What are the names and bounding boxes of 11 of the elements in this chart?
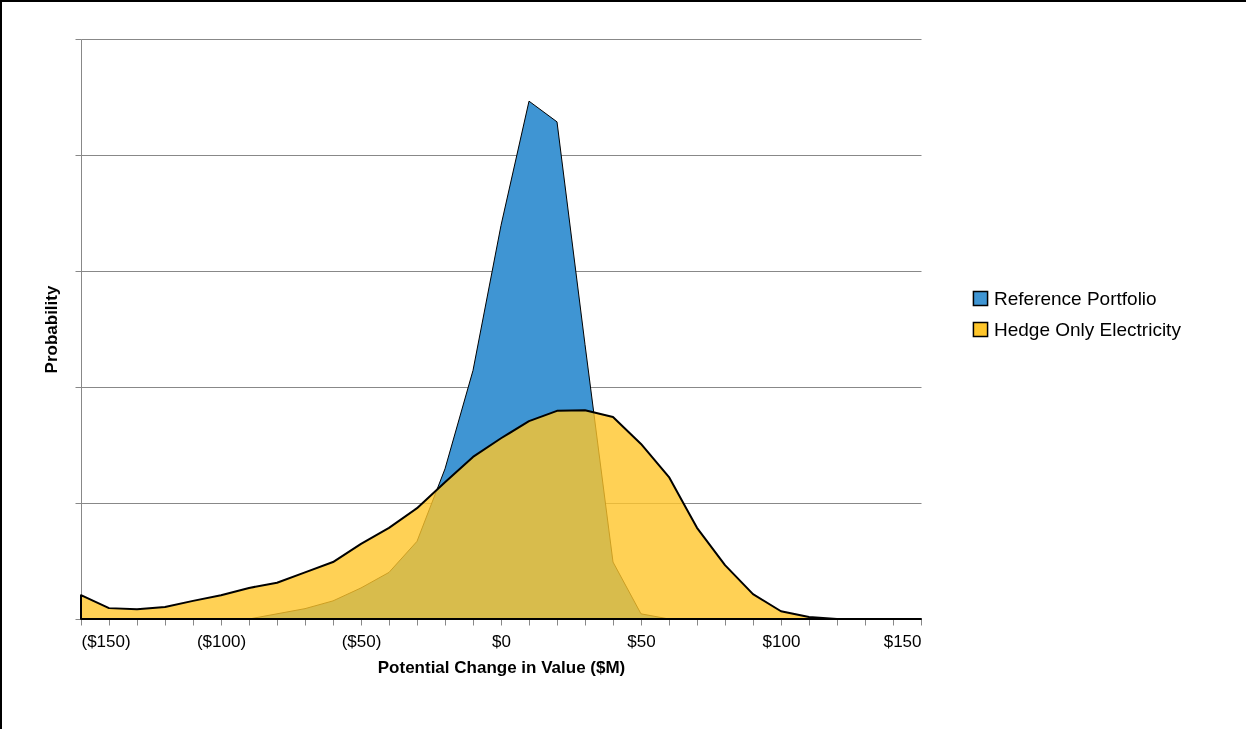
legend-label: Reference Portfolio <box>994 287 1157 309</box>
x-tick-label: $100 <box>762 631 801 651</box>
x-tick-label: $0 <box>492 631 511 651</box>
x-tick-label: ($50) <box>341 631 382 651</box>
legend-label: Hedge Only Electricity <box>994 318 1182 340</box>
x-tick-label: $50 <box>627 631 656 651</box>
x-tick-label: $150 <box>883 631 922 651</box>
y-axis-title: Probability <box>42 285 61 374</box>
x-tick-label: ($150) <box>81 631 131 651</box>
x-axis-title: Potential Change in Value ($M) <box>377 657 626 677</box>
x-tick-label: ($100) <box>196 631 247 651</box>
